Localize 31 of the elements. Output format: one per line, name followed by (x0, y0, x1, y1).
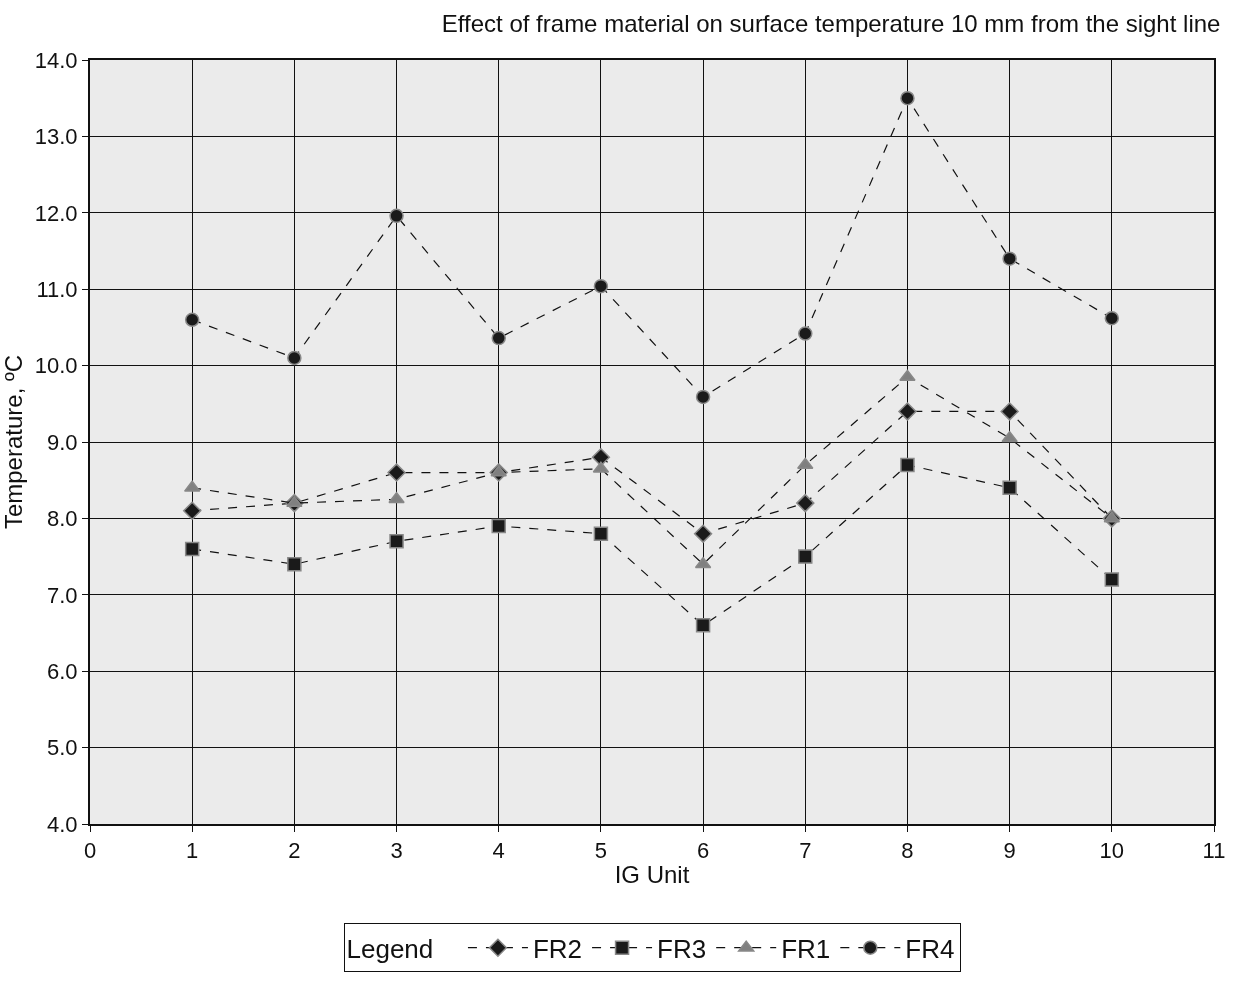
legend-label: FR2 (532, 933, 583, 964)
y-tick-label: 6.0 (47, 658, 78, 684)
x-tick-label: 0 (83, 838, 97, 864)
y-tick-label: 10.0 (34, 353, 78, 379)
y-tick-label: 14.0 (34, 47, 78, 73)
x-tick-label: 7 (799, 838, 812, 864)
x-tick-label: 2 (288, 838, 301, 864)
x-tick-label: 5 (594, 838, 608, 864)
x-tick-label: 9 (1003, 838, 1016, 864)
y-tick-label: 8.0 (47, 506, 78, 532)
y-tick-label: 5.0 (47, 735, 78, 761)
y-tick-label: 13.0 (34, 124, 78, 150)
legend-label: FR1 (781, 933, 831, 964)
y-tick-label: 9.0 (47, 429, 78, 455)
legend-label: FR3 (657, 933, 707, 964)
legend-label: FR4 (905, 933, 955, 964)
x-tick-label: 11 (1202, 838, 1226, 864)
x-tick-label: 10 (1099, 838, 1125, 864)
legend-title: Legend (346, 934, 455, 965)
chart-title: Effect of frame material on surface temperature 10 mm from the sight line (441, 9, 1221, 37)
x-tick-label: 1 (186, 838, 199, 864)
y-tick-label: 7.0 (47, 582, 78, 608)
x-tick-label: 8 (901, 838, 914, 864)
y-tick-label: 11.0 (36, 276, 78, 302)
x-tick-label: 4 (492, 838, 505, 864)
x-tick-label: 6 (696, 838, 710, 864)
x-tick-label: 3 (390, 838, 403, 864)
x-axis-title: IG Unit (614, 861, 690, 889)
y-axis-title: Temperature, ºC (0, 354, 27, 530)
y-tick-label: 12.0 (34, 200, 78, 226)
y-tick-label: 4.0 (47, 811, 78, 837)
